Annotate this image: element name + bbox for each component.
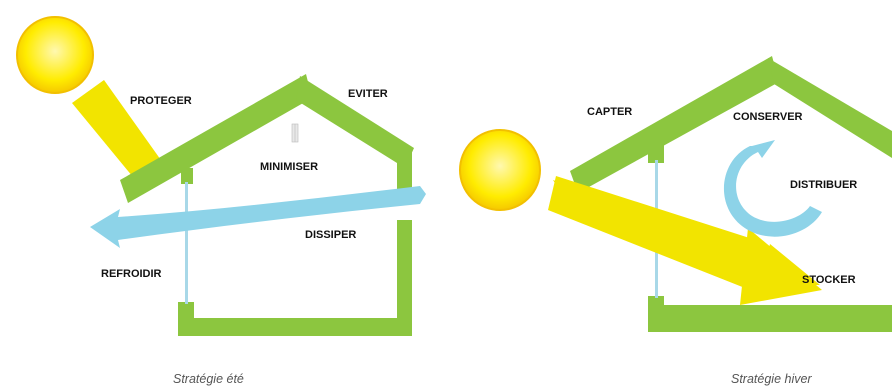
winter-floor (648, 305, 892, 332)
summer-airflow-arrow (90, 186, 426, 248)
winter-left-wall (648, 143, 664, 163)
winter-caption: Stratégie hiver (731, 372, 812, 386)
label-stocker: STOCKER (802, 274, 856, 286)
label-proteger: PROTEGER (130, 95, 192, 107)
winter-sun-icon (459, 129, 541, 211)
summer-right-wall-top (397, 148, 412, 196)
winter-house (570, 56, 892, 332)
summer-strategy: PROTEGER EVITER MINIMISER DISSIPER REFRO… (16, 16, 426, 386)
winter-floor-post (648, 296, 664, 332)
summer-floor (178, 318, 412, 336)
summer-caption: Stratégie été (173, 372, 244, 386)
label-minimiser: MINIMISER (260, 161, 318, 173)
winter-sun-ray-head (740, 228, 822, 305)
winter-sun-ray-body (548, 176, 762, 290)
label-eviter: EVITER (348, 88, 388, 100)
summer-roof-right (296, 76, 414, 168)
window-icon (291, 123, 299, 143)
label-conserver: CONSERVER (733, 111, 803, 123)
label-dissiper: DISSIPER (305, 229, 356, 241)
winter-roof-left (570, 56, 779, 193)
summer-house (120, 74, 414, 336)
summer-sun-ray (72, 80, 168, 188)
label-refroidir: REFROIDIR (101, 268, 162, 280)
summer-roof-left (120, 74, 312, 203)
winter-roof-right (768, 58, 892, 158)
winter-strategy: CAPTER CONSERVER DISTRIBUER STOCKER Stra… (459, 56, 892, 386)
label-capter: CAPTER (587, 106, 632, 118)
summer-glass-pillar (185, 182, 188, 304)
summer-post (181, 168, 193, 184)
label-distribuer: DISTRIBUER (790, 179, 857, 191)
summer-sun-icon (16, 16, 94, 94)
summer-right-wall-bottom (397, 220, 412, 336)
